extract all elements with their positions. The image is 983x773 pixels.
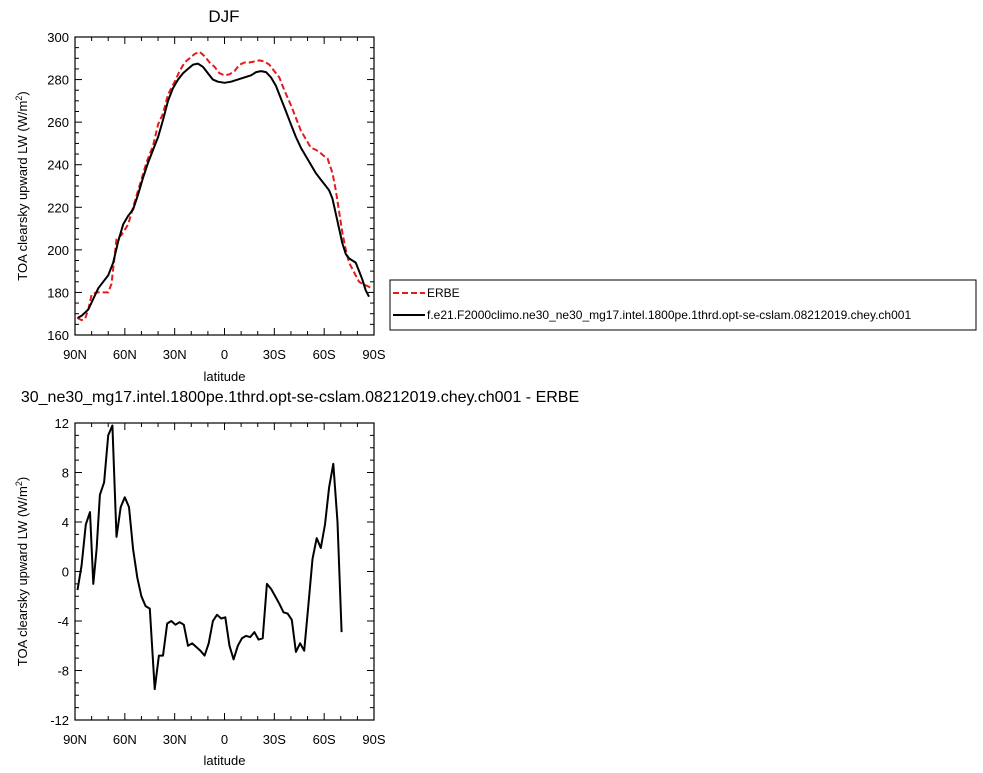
y-axis-label: TOA clearsky upward LW (W/m2) bbox=[14, 477, 30, 666]
x-tick-label: 30N bbox=[163, 347, 187, 362]
y-tick-label: 300 bbox=[47, 30, 69, 45]
legend-label-2: f.e21.F2000climo.ne30_ne30_mg17.intel.18… bbox=[427, 308, 911, 322]
y-tick-label: 280 bbox=[47, 73, 69, 88]
y-tick-label: 4 bbox=[62, 515, 69, 530]
y-tick-label: -12 bbox=[50, 713, 69, 728]
x-tick-label: 60S bbox=[313, 732, 336, 747]
y-axis-label-tail: ) bbox=[15, 477, 30, 481]
y-axis-label-sup: 2 bbox=[14, 481, 24, 486]
y-tick-label: -4 bbox=[57, 614, 69, 629]
x-tick-label: 90N bbox=[63, 732, 87, 747]
chart-title: DJF bbox=[208, 7, 239, 26]
y-axis-label-main: TOA clearsky upward LW (W/m bbox=[15, 101, 30, 281]
y-tick-label: -8 bbox=[57, 664, 69, 679]
legend-box bbox=[389, 279, 977, 331]
y-tick-label: 180 bbox=[47, 285, 69, 300]
x-tick-label: 90S bbox=[362, 347, 385, 362]
legend-label-1: ERBE bbox=[427, 286, 460, 300]
y-axis-label-main: TOA clearsky upward LW (W/m bbox=[15, 486, 30, 666]
y-tick-label: 8 bbox=[62, 466, 69, 481]
x-tick-label: 60N bbox=[113, 347, 137, 362]
x-tick-label: 60S bbox=[313, 347, 336, 362]
series-line-1 bbox=[77, 50, 372, 322]
x-tick-label: 90S bbox=[362, 732, 385, 747]
plot-frame bbox=[74, 36, 375, 336]
x-axis-label: latitude bbox=[204, 369, 246, 384]
series-line-1 bbox=[76, 424, 343, 691]
x-tick-label: 30S bbox=[263, 347, 286, 362]
y-axis-label-sup: 2 bbox=[14, 96, 24, 101]
x-tick-label: 90N bbox=[63, 347, 87, 362]
y-tick-label: 200 bbox=[47, 243, 69, 258]
chart-title: 30_ne30_mg17.intel.1800pe.1thrd.opt-se-c… bbox=[21, 389, 579, 406]
y-tick-label: 0 bbox=[62, 565, 69, 580]
y-tick-label: 260 bbox=[47, 115, 69, 130]
chart-2: 30_ne30_mg17.intel.1800pe.1thrd.opt-se-c… bbox=[14, 389, 579, 768]
y-axis-label: TOA clearsky upward LW (W/m2) bbox=[14, 91, 30, 280]
chart-1: DJF 90N 60N 30N 0 30S 60S 90S 160 180 200 220 240 260… bbox=[14, 7, 386, 384]
x-tick-label: 0 bbox=[221, 347, 228, 362]
x-tick-label: 30N bbox=[163, 732, 187, 747]
y-tick-label: 160 bbox=[47, 328, 69, 343]
series-line-2 bbox=[77, 62, 370, 319]
x-axis-label: latitude bbox=[204, 753, 246, 768]
y-tick-label: 12 bbox=[55, 416, 69, 431]
legend: ERBE f.e21.F2000climo.ne30_ne30_mg17.inte… bbox=[389, 279, 977, 331]
x-tick-label: 60N bbox=[113, 732, 137, 747]
y-tick-label: 240 bbox=[47, 158, 69, 173]
plot-frame bbox=[74, 422, 375, 721]
y-tick-label: 220 bbox=[47, 200, 69, 215]
y-axis-label-tail: ) bbox=[15, 91, 30, 95]
x-tick-label: 30S bbox=[263, 732, 286, 747]
x-tick-label: 0 bbox=[221, 732, 228, 747]
